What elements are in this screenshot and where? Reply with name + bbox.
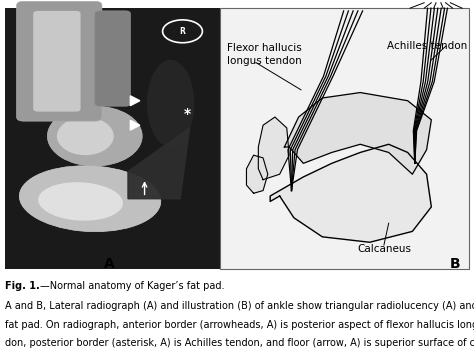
Text: Flexor hallucis
longus tendon: Flexor hallucis longus tendon bbox=[227, 43, 301, 66]
Ellipse shape bbox=[19, 166, 161, 232]
Ellipse shape bbox=[57, 117, 114, 155]
Ellipse shape bbox=[147, 60, 194, 147]
Polygon shape bbox=[270, 144, 431, 242]
Polygon shape bbox=[284, 92, 431, 174]
Text: B: B bbox=[450, 257, 460, 271]
Text: R: R bbox=[180, 27, 185, 36]
Polygon shape bbox=[128, 128, 190, 199]
Text: —Normal anatomy of Kager’s fat pad.: —Normal anatomy of Kager’s fat pad. bbox=[39, 281, 224, 291]
Text: don, posterior border (asterisk, A) is Achilles tendon, and floor (arrow, A) is : don, posterior border (asterisk, A) is A… bbox=[5, 338, 474, 348]
Text: Fig. 1.: Fig. 1. bbox=[5, 281, 39, 291]
FancyBboxPatch shape bbox=[33, 11, 81, 112]
FancyBboxPatch shape bbox=[17, 1, 102, 121]
Polygon shape bbox=[258, 117, 289, 180]
Polygon shape bbox=[246, 155, 268, 193]
Text: fat pad. On radiograph, anterior border (arrowheads, A) is posterior aspect of f: fat pad. On radiograph, anterior border … bbox=[5, 320, 474, 330]
Text: Achilles tendon: Achilles tendon bbox=[387, 41, 467, 51]
Text: A and B, Lateral radiograph (A) and illustration (B) of ankle show triangular ra: A and B, Lateral radiograph (A) and illu… bbox=[5, 302, 474, 311]
FancyBboxPatch shape bbox=[95, 11, 130, 106]
Ellipse shape bbox=[47, 106, 142, 166]
Ellipse shape bbox=[38, 182, 123, 221]
Text: *: * bbox=[183, 107, 191, 121]
Text: A: A bbox=[104, 257, 114, 271]
Text: Calcaneus: Calcaneus bbox=[357, 244, 411, 254]
FancyBboxPatch shape bbox=[5, 8, 220, 269]
Polygon shape bbox=[130, 96, 140, 106]
FancyBboxPatch shape bbox=[220, 8, 469, 269]
Polygon shape bbox=[130, 120, 140, 130]
